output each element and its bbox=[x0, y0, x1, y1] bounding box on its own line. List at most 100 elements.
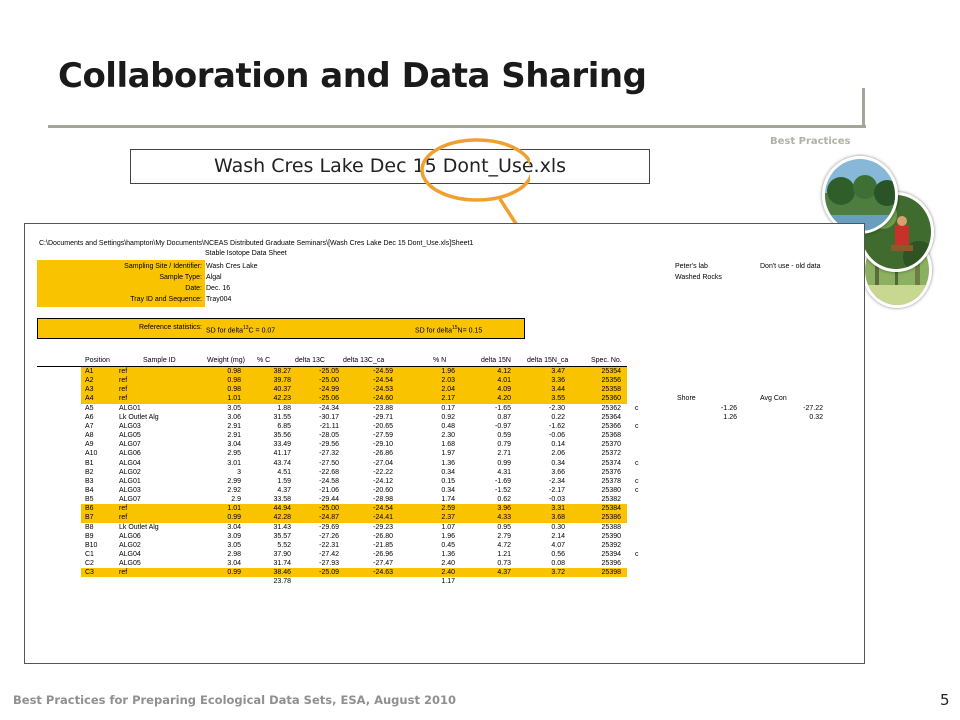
table-cell: 4.51 bbox=[277, 468, 291, 476]
table-cell: c bbox=[635, 422, 639, 430]
table-cell: A9 bbox=[85, 441, 94, 449]
row-highlight bbox=[81, 568, 627, 578]
table-cell: 0.45 bbox=[441, 541, 455, 549]
table-cell: ref bbox=[119, 386, 128, 394]
table-cell: 35.56 bbox=[273, 432, 291, 440]
table-cell: 2.59 bbox=[441, 505, 455, 513]
slide-title: Collaboration and Data Sharing bbox=[58, 56, 647, 96]
table-cell: 2.04 bbox=[441, 386, 455, 394]
header-rule bbox=[37, 366, 627, 367]
table-cell: -26.80 bbox=[373, 532, 393, 540]
title-rule-vertical bbox=[862, 88, 865, 128]
meta-label: Tray ID and Sequence: bbox=[130, 296, 202, 303]
table-cell: -25.00 bbox=[319, 377, 339, 385]
table-cell: c bbox=[635, 477, 639, 485]
section-label: Best Practices bbox=[770, 136, 851, 147]
table-cell: ALG02 bbox=[119, 468, 141, 476]
table-cell: 0.92 bbox=[441, 413, 455, 421]
column-header: delta 15N_ca bbox=[527, 357, 569, 364]
reference-sd-n: SD for delta15N= 0.15 bbox=[415, 325, 483, 335]
table-cell: ref bbox=[119, 569, 128, 577]
table-cell: 2.91 bbox=[227, 432, 241, 440]
table-cell: 4.33 bbox=[497, 514, 511, 522]
table-cell: -26.96 bbox=[373, 551, 393, 558]
table-cell: 4.12 bbox=[497, 368, 511, 375]
table-cell: 1.01 bbox=[227, 505, 241, 513]
sheet-path: C:\Documents and Settings\hampton\My Doc… bbox=[39, 240, 474, 247]
reference-label: Reference statistics: bbox=[138, 324, 202, 331]
table-cell: -0.97 bbox=[495, 422, 511, 430]
table-cell: 3.04 bbox=[227, 560, 241, 568]
table-cell: 3.05 bbox=[227, 404, 241, 412]
table-cell: 25358 bbox=[601, 386, 621, 394]
table-cell: 0.73 bbox=[497, 560, 511, 568]
table-cell: -24.59 bbox=[373, 368, 393, 375]
table-cell: -25.09 bbox=[319, 569, 339, 577]
table-cell: 2.37 bbox=[441, 514, 455, 522]
table-cell: 0.98 bbox=[227, 377, 241, 385]
table-cell: 2.14 bbox=[551, 532, 565, 540]
table-cell: 25378 bbox=[601, 477, 621, 485]
table-cell: -25.05 bbox=[319, 368, 339, 375]
table-cell: 25374 bbox=[601, 459, 621, 467]
table-cell: ref bbox=[119, 368, 128, 375]
row-highlight bbox=[81, 376, 627, 386]
table-cell: -1.65 bbox=[495, 404, 511, 412]
table-cell: -0.03 bbox=[549, 496, 565, 504]
table-cell: 25366 bbox=[601, 422, 621, 430]
table-cell: A5 bbox=[85, 404, 94, 412]
table-cell: 4.37 bbox=[277, 486, 291, 494]
table-cell: -29.44 bbox=[319, 496, 339, 504]
table-cell: -25.00 bbox=[319, 505, 339, 513]
sheet-title: Stable Isotope Data Sheet bbox=[205, 250, 287, 257]
table-cell: 0.56 bbox=[551, 551, 565, 558]
table-cell: 2.71 bbox=[497, 450, 511, 458]
table-cell: 2.40 bbox=[441, 569, 455, 577]
table-cell: 4.72 bbox=[497, 541, 511, 549]
table-cell: 3.05 bbox=[227, 541, 241, 549]
table-cell: 3.04 bbox=[227, 523, 241, 531]
table-cell: Lk Outlet Alg bbox=[119, 523, 159, 531]
table-cell: C3 bbox=[85, 569, 94, 577]
row-highlight bbox=[81, 394, 627, 404]
column-header: % C bbox=[257, 357, 271, 364]
table-cell: -29.10 bbox=[373, 441, 393, 449]
table-cell: 0.48 bbox=[441, 422, 455, 430]
row-highlight bbox=[81, 513, 627, 523]
table-cell: ref bbox=[119, 395, 128, 403]
table-cell: B6 bbox=[85, 505, 94, 513]
table-cell: 25362 bbox=[601, 404, 621, 412]
column-header: Weight (mg) bbox=[207, 357, 245, 364]
table-cell: -24.99 bbox=[319, 386, 339, 394]
table-cell: -24.54 bbox=[373, 377, 393, 385]
column-header: delta 13C_ca bbox=[343, 357, 385, 364]
table-cell: -2.17 bbox=[549, 486, 565, 494]
row-highlight bbox=[81, 385, 627, 395]
table-cell: 38.46 bbox=[273, 569, 291, 577]
table-cell: 0.34 bbox=[551, 459, 565, 467]
table-cell: -28.05 bbox=[319, 432, 339, 440]
table-cell: ALG06 bbox=[119, 532, 141, 540]
table-cell: -1.69 bbox=[495, 477, 511, 485]
column-header: Spec. No. bbox=[591, 357, 622, 364]
table-cell: -1.62 bbox=[549, 422, 565, 430]
table-cell: -0.06 bbox=[549, 432, 565, 440]
avgcon-value: -27.22 bbox=[803, 404, 823, 412]
table-cell: -2.30 bbox=[549, 404, 565, 412]
table-cell: -27.26 bbox=[319, 532, 339, 540]
table-cell: -23.88 bbox=[373, 404, 393, 412]
table-cell: 25372 bbox=[601, 450, 621, 458]
table-cell: 0.98 bbox=[227, 368, 241, 375]
table-cell: 1.74 bbox=[441, 496, 455, 504]
table-cell: ALG01 bbox=[119, 404, 141, 412]
meta-value: Wash Cres Lake bbox=[206, 263, 258, 270]
row-highlight bbox=[81, 367, 627, 377]
table-cell: 3.44 bbox=[551, 386, 565, 394]
meta-value: Algal bbox=[206, 274, 222, 281]
table-cell: 1.36 bbox=[441, 459, 455, 467]
table-cell: 40.37 bbox=[273, 386, 291, 394]
table-cell: ALG05 bbox=[119, 432, 141, 440]
table-cell: 3.72 bbox=[551, 569, 565, 577]
table-cell: 43.74 bbox=[273, 459, 291, 467]
table-cell: 3.31 bbox=[551, 505, 565, 513]
